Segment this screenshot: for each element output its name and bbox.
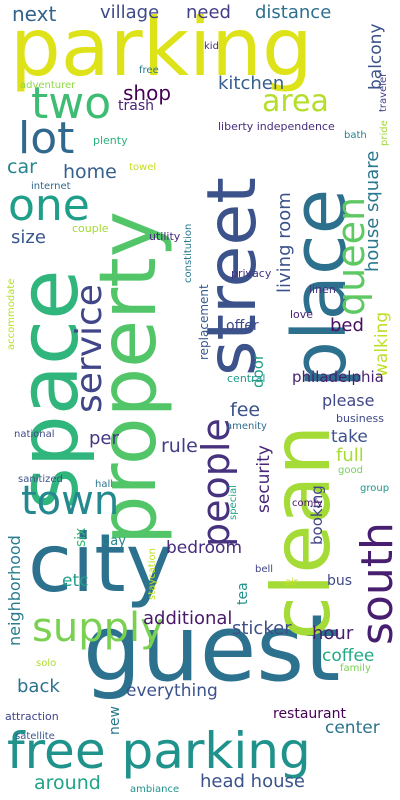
word-trash: trash	[118, 98, 154, 114]
word-replacement: replacement	[197, 284, 211, 360]
word-offer: offer	[226, 318, 259, 334]
word-security: security	[254, 445, 274, 513]
word-supply: supply	[32, 605, 164, 651]
word-lot: lot	[18, 113, 75, 164]
word-center: center	[325, 718, 380, 738]
word-sticker: sticker	[232, 618, 292, 639]
word-around: around	[34, 772, 101, 794]
word-constitution: constitution	[183, 223, 194, 283]
word-new: new	[107, 706, 123, 735]
word-privacy: privacy	[231, 267, 272, 280]
word-per: per	[89, 428, 119, 449]
word-area: area	[262, 84, 329, 119]
word-bell: bell	[255, 564, 274, 575]
word-business: business	[336, 412, 384, 425]
word-back: back	[17, 676, 60, 697]
word-attraction: attraction	[5, 710, 59, 723]
word-amenity: amenity	[226, 421, 267, 432]
word-group: group	[360, 483, 390, 494]
word-rule: rule	[161, 435, 198, 457]
word-neighborhood: neighborhood	[5, 535, 24, 646]
word-solo: solo	[36, 658, 57, 669]
word-booking: booking	[308, 485, 326, 545]
word-full: full	[336, 445, 364, 466]
word-traveler: traveler	[378, 72, 389, 112]
word-bus: bus	[327, 573, 353, 589]
word-plenty: plenty	[93, 134, 128, 147]
word-head-house: head house	[200, 771, 305, 792]
word-people: people	[194, 418, 238, 547]
word-good: good	[338, 465, 363, 476]
word-next: next	[12, 2, 57, 26]
word-parking: parking	[10, 1, 313, 94]
word-liberty-independence: liberty independence	[218, 120, 335, 133]
word-free: free	[139, 65, 159, 76]
word-bedroom: bedroom	[166, 538, 243, 558]
word-internet: internet	[31, 181, 71, 192]
word-hour: hour	[312, 623, 354, 644]
word-guest: guest	[83, 595, 341, 702]
word-village: village	[100, 2, 160, 23]
word-free-parking: free parking	[7, 722, 311, 780]
word-love: love	[290, 308, 314, 321]
word-special: special	[228, 485, 239, 520]
word-central: central	[227, 372, 266, 385]
word-kid: kid	[204, 41, 219, 52]
word-tea: tea	[235, 582, 251, 605]
word-shop: shop	[123, 81, 172, 105]
word-take: take	[331, 427, 368, 447]
word-please: please	[322, 391, 375, 410]
word-six: six	[73, 527, 89, 547]
word-house-square: house square	[362, 150, 383, 272]
word-staycation: staycation	[147, 548, 158, 600]
word-coffee: coffee	[322, 646, 375, 666]
word-everything: everything	[126, 681, 218, 701]
word-towel: towel	[129, 162, 157, 173]
word-city: city	[28, 517, 173, 610]
word-pride: pride	[379, 120, 390, 146]
word-day: day	[102, 534, 126, 549]
word-south: south	[352, 522, 400, 645]
word-living-room: living room	[274, 192, 295, 293]
word-bed: bed	[330, 315, 364, 336]
word-utility: utility	[149, 230, 181, 243]
word-fee: fee	[230, 399, 261, 421]
word-accommodate: accommodate	[6, 278, 17, 350]
word-couple: couple	[72, 222, 109, 235]
word-air: air	[285, 577, 299, 588]
word-size: size	[11, 227, 46, 248]
word-kitchen: kitchen	[218, 73, 285, 94]
word-national: national	[14, 429, 55, 440]
word-home: home	[63, 161, 117, 183]
word-restaurant: restaurant	[273, 706, 346, 722]
word-service: service	[69, 284, 110, 413]
word-clean: clean	[255, 424, 348, 640]
word-need: need	[186, 2, 231, 23]
word-sanitized: sanitized	[18, 474, 63, 485]
word-one: one	[8, 180, 90, 231]
word-bath: bath	[344, 130, 367, 141]
word-adventurer: adventurer	[20, 80, 76, 91]
word-car: car	[7, 156, 37, 178]
word-etc: etc	[62, 571, 89, 591]
word-philadelphia: philadelphia	[292, 368, 384, 386]
word-comfy: comfy	[292, 498, 323, 509]
word-family: family	[340, 663, 371, 674]
word-satellite: satellite	[15, 731, 55, 742]
word-hall: hall	[95, 479, 114, 490]
word-town: town	[21, 478, 120, 524]
word-additional: additional	[143, 608, 233, 629]
word-distance: distance	[255, 2, 332, 23]
word-ambiance: ambiance	[130, 784, 180, 795]
word-door: door	[249, 353, 267, 388]
word-two: two	[31, 78, 112, 129]
word-linen: linen	[309, 283, 336, 296]
